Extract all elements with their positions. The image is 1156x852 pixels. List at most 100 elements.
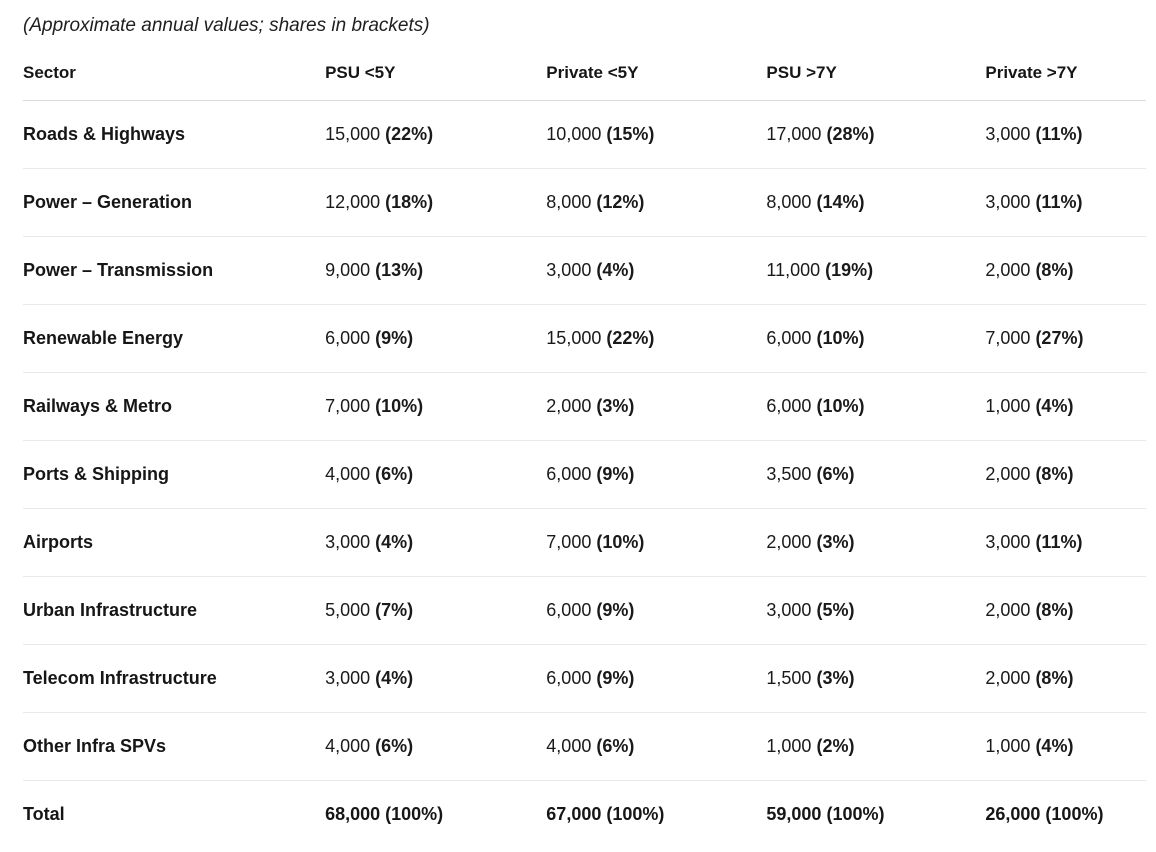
amount-value: 4,000 <box>546 736 592 756</box>
amount-value: 10,000 <box>546 124 602 144</box>
value-cell: 3,000 (11%) <box>985 508 1146 577</box>
share-value: (13%) <box>375 260 424 280</box>
amount-value: 3,000 <box>325 532 371 552</box>
amount-value: 1,000 <box>766 736 812 756</box>
share-value: (4%) <box>1035 736 1074 756</box>
column-header-private-gt7y: Private >7Y <box>985 57 1146 101</box>
amount-value: 7,000 <box>985 328 1031 348</box>
value-cell: 3,000 (4%) <box>546 236 767 305</box>
sector-name: Airports <box>23 508 326 577</box>
share-value: (6%) <box>375 736 414 756</box>
value-cell: 6,000 (9%) <box>546 576 767 645</box>
total-value-cell: 68,000 (100%) <box>325 780 547 848</box>
share-value: (8%) <box>1035 464 1074 484</box>
share-value: (15%) <box>606 124 655 144</box>
value-cell: 15,000 (22%) <box>325 101 546 169</box>
share-value: (10%) <box>816 396 865 416</box>
total-value-cell: 59,000 (100%) <box>766 780 986 848</box>
sector-name: Telecom Infrastructure <box>23 644 326 713</box>
value-cell: 4,000 (6%) <box>325 440 547 509</box>
amount-value: 3,500 <box>766 464 812 484</box>
amount-value: 17,000 <box>766 124 822 144</box>
amount-value: 5,000 <box>325 600 371 620</box>
table-row: Renewable Energy 6,000 (9%) 15,000 (22%) 6,… <box>23 304 1146 373</box>
value-cell: 6,000 (9%) <box>325 304 547 373</box>
share-value: (28%) <box>826 124 875 144</box>
amount-value: 2,000 <box>766 532 812 552</box>
value-cell: 8,000 (14%) <box>766 168 986 237</box>
header-row: Sector PSU <5Y Private <5Y PSU >7Y Priva… <box>23 57 1146 101</box>
amount-value: 6,000 <box>546 668 592 688</box>
share-value: (9%) <box>596 668 635 688</box>
amount-value: 4,000 <box>325 464 371 484</box>
share-value: (12%) <box>596 192 645 212</box>
share-value: (9%) <box>596 464 635 484</box>
value-cell: 1,000 (4%) <box>985 372 1146 441</box>
amount-value: 6,000 <box>546 464 592 484</box>
column-header-sector: Sector <box>23 57 326 101</box>
sector-name: Roads & Highways <box>23 124 186 144</box>
amount-value: 2,000 <box>985 600 1031 620</box>
share-value: (4%) <box>596 260 635 280</box>
share-value: (7%) <box>375 600 414 620</box>
value-cell: 11,000 (19%) <box>766 236 986 305</box>
value-cell: 17,000 (28%) <box>766 101 985 169</box>
sector-name: Other Infra SPVs <box>23 712 326 781</box>
amount-value: 2,000 <box>985 464 1031 484</box>
amount-value: 4,000 <box>325 736 371 756</box>
share-value: (4%) <box>375 668 414 688</box>
value-cell: 3,000 (11%) <box>985 168 1146 237</box>
sector-name: Urban Infrastructure <box>23 576 326 645</box>
amount-value: 8,000 <box>546 192 592 212</box>
amount-value: 7,000 <box>546 532 592 552</box>
table-row: Urban Infrastructure 5,000 (7%) 6,000 (9%)… <box>23 576 1146 645</box>
table-row: Roads & Highways 15,000 (22%) 10,000 (15%)… <box>23 101 1146 169</box>
value-cell: 3,500 (6%) <box>766 440 986 509</box>
amount-value: 2,000 <box>985 260 1031 280</box>
share-value: (6%) <box>816 464 855 484</box>
share-value: (9%) <box>375 328 414 348</box>
amount-value: 3,000 <box>985 192 1031 212</box>
amount-value: 1,000 <box>985 736 1031 756</box>
amount-value: 6,000 <box>766 328 812 348</box>
value-cell: 12,000 (18%) <box>325 168 547 237</box>
share-value: (8%) <box>1035 668 1074 688</box>
amount-value: 15,000 <box>546 328 602 348</box>
amount-value: 8,000 <box>766 192 812 212</box>
amount-value: 7,000 <box>325 396 371 416</box>
share-value: (11%) <box>1035 192 1083 212</box>
share-value: (19%) <box>825 260 874 280</box>
value-cell: 3,000 (4%) <box>325 508 547 577</box>
value-cell: 3,000 (11%) <box>985 101 1146 169</box>
share-value: (9%) <box>596 600 635 620</box>
table-row: Other Infra SPVs 4,000 (6%) 4,000 (6%) 1,00… <box>23 712 1146 781</box>
amount-value: 3,000 <box>766 600 812 620</box>
amount-value: 3,000 <box>325 668 371 688</box>
share-value: (3%) <box>816 668 855 688</box>
share-value: (18%) <box>385 192 434 212</box>
value-cell: 4,000 (6%) <box>546 712 767 781</box>
amount-value: 12,000 <box>325 192 381 212</box>
share-value: (8%) <box>1035 600 1074 620</box>
value-cell: 1,000 (2%) <box>766 712 986 781</box>
value-cell: 6,000 (10%) <box>766 304 986 373</box>
table-caption: (Approximate annual values; shares in br… <box>23 15 430 36</box>
share-value: (22%) <box>385 124 434 144</box>
table-row: Airports 3,000 (4%) 7,000 (10%) 2,000 (3%) 3… <box>23 508 1146 577</box>
share-value: (3%) <box>816 532 855 552</box>
amount-value: 3,000 <box>985 124 1031 144</box>
value-cell: 4,000 (6%) <box>325 712 547 781</box>
sector-name: Renewable Energy <box>23 304 326 373</box>
value-cell: 6,000 (9%) <box>546 440 767 509</box>
sector-name: Power – Generation <box>23 168 326 237</box>
amount-value: 2,000 <box>546 396 592 416</box>
value-cell: 2,000 (3%) <box>766 508 986 577</box>
share-value: (4%) <box>375 532 414 552</box>
amount-value: 6,000 <box>546 600 592 620</box>
total-label: Total <box>23 780 326 848</box>
amount-value: 1,000 <box>985 396 1031 416</box>
share-value: (14%) <box>816 192 865 212</box>
share-value: (10%) <box>375 396 424 416</box>
amount-value: 2,000 <box>985 668 1031 688</box>
amount-value: 3,000 <box>546 260 592 280</box>
